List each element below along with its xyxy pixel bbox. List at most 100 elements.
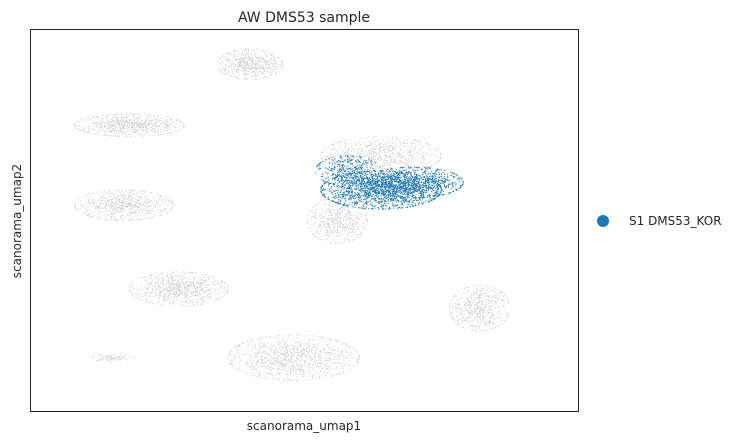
background-point (389, 145, 391, 147)
background-point (105, 192, 107, 194)
background-point (244, 49, 246, 51)
background-point (87, 132, 89, 134)
background-point (331, 230, 333, 232)
background-point (481, 323, 483, 326)
background-point (99, 216, 101, 218)
background-point (327, 155, 329, 158)
background-point (224, 290, 226, 292)
background-point (345, 149, 347, 151)
background-point (118, 189, 120, 191)
background-point (176, 130, 178, 132)
background-point (414, 164, 416, 166)
background-point (374, 156, 376, 158)
background-point (341, 212, 343, 214)
background-point (128, 194, 130, 196)
background-point (98, 207, 100, 209)
background-point (229, 75, 231, 78)
background-point (97, 215, 99, 217)
background-point (203, 273, 205, 275)
background-point (481, 308, 483, 310)
background-point (170, 305, 172, 307)
background-point (148, 295, 150, 297)
background-point (168, 297, 170, 300)
background-point (383, 164, 385, 166)
background-point (379, 155, 381, 157)
background-point (141, 277, 143, 279)
background-point (392, 156, 394, 158)
background-point (463, 318, 465, 321)
background-point (366, 147, 368, 149)
background-point (94, 200, 96, 202)
background-point (345, 216, 347, 218)
background-point (93, 199, 95, 201)
background-point (154, 210, 156, 212)
background-point (181, 125, 183, 128)
background-point (339, 219, 341, 221)
background-point (133, 113, 135, 115)
background-point (175, 275, 177, 277)
background-point (141, 125, 143, 127)
background-point (234, 69, 236, 71)
background-point (248, 67, 250, 70)
background-point (208, 283, 210, 285)
background-point (196, 281, 198, 283)
background-point (107, 130, 109, 132)
background-point (357, 234, 359, 236)
background-point (130, 119, 132, 122)
background-point (190, 295, 192, 298)
background-point (139, 195, 141, 197)
background-point (238, 73, 240, 75)
background-point (404, 164, 406, 166)
background-point (112, 209, 114, 211)
background-point (254, 74, 257, 76)
background-point (172, 302, 174, 304)
background-point (134, 113, 136, 115)
background-point (314, 216, 316, 218)
background-point (225, 64, 227, 66)
background-point (194, 292, 196, 294)
background-point (111, 129, 113, 131)
background-point (159, 124, 161, 127)
background-point (89, 125, 91, 127)
background-point (137, 296, 139, 298)
background-point (103, 122, 105, 124)
background-point (310, 224, 312, 226)
background-point (77, 128, 79, 130)
background-point (348, 142, 350, 145)
background-point (124, 117, 126, 119)
background-point (199, 293, 201, 295)
background-point (148, 278, 150, 280)
background-point (102, 212, 104, 214)
background-point (127, 123, 129, 125)
background-point (192, 303, 194, 305)
background-point (169, 199, 171, 201)
background-point (154, 129, 156, 131)
background-point (124, 120, 126, 122)
background-point (162, 296, 165, 298)
background-point (255, 60, 257, 62)
background-point (141, 201, 143, 203)
background-point (151, 290, 153, 292)
background-point (235, 66, 237, 68)
background-point (407, 154, 410, 156)
background-point (208, 275, 210, 277)
background-point (142, 289, 144, 292)
background-point (166, 212, 168, 214)
background-point (251, 58, 253, 60)
background-point (114, 117, 116, 119)
background-point (255, 48, 258, 50)
background-point (366, 218, 368, 220)
background-point (133, 118, 135, 120)
background-point (414, 139, 416, 141)
background-point (181, 287, 183, 289)
background-point (171, 201, 173, 203)
background-point (339, 159, 341, 161)
background-point (348, 238, 350, 240)
background-point (144, 190, 146, 193)
background-point (79, 129, 81, 131)
background-point (333, 222, 336, 224)
background-point (193, 276, 195, 278)
background-point (328, 208, 330, 210)
background-point (135, 201, 137, 203)
background-point (340, 210, 342, 212)
